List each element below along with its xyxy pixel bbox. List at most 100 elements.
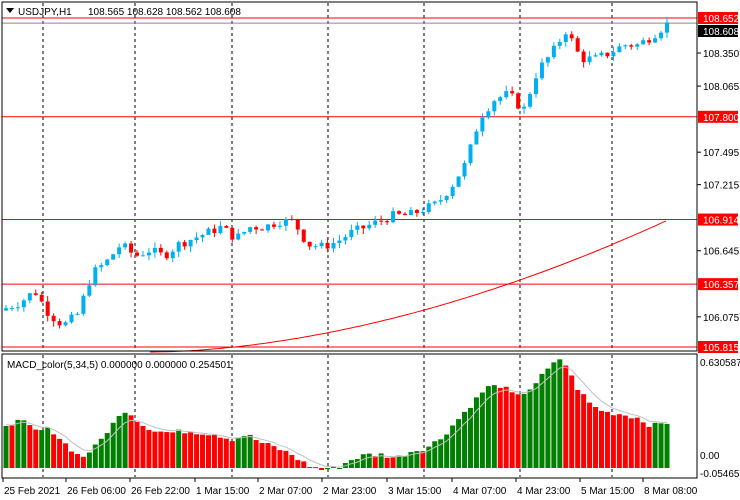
candle — [659, 30, 664, 41]
candle — [474, 129, 479, 145]
macd-bar — [575, 389, 581, 468]
candle — [611, 46, 616, 61]
macd-bar — [473, 397, 479, 468]
candle — [605, 52, 610, 59]
candle — [575, 36, 580, 53]
candle — [158, 244, 163, 256]
macd-bar — [646, 426, 652, 468]
candle — [420, 207, 425, 215]
candle — [367, 221, 372, 231]
candle-body — [486, 111, 491, 118]
candle-body — [325, 242, 330, 249]
macd-bar — [604, 411, 610, 468]
macd-bar — [444, 434, 450, 468]
candle — [164, 250, 169, 261]
macd-bar — [223, 438, 229, 468]
candle — [379, 215, 384, 226]
candle-body — [516, 93, 521, 109]
candle-body — [408, 210, 413, 216]
candle-body — [105, 259, 110, 266]
candle-body — [158, 247, 163, 253]
candle — [212, 224, 217, 238]
macd-bar — [539, 373, 545, 468]
candle-body — [277, 225, 282, 227]
candle-body — [301, 229, 306, 242]
candle-body — [468, 144, 473, 164]
macd-bar — [593, 406, 599, 468]
candle-body — [33, 293, 38, 295]
candle-body — [152, 247, 157, 253]
candle-body — [593, 55, 598, 57]
time-label: 26 Feb 22:00 — [131, 486, 190, 497]
level-price-label: 108.652 — [703, 14, 740, 25]
level-price-label: 106.914 — [703, 216, 740, 227]
price-tick-label: 108.350 — [703, 49, 740, 60]
candle — [623, 44, 628, 50]
time-label: 8 Mar 08:00 — [644, 486, 698, 497]
macd-bar — [86, 452, 92, 468]
level-lines — [2, 17, 697, 348]
candle-body — [623, 45, 628, 47]
candle — [557, 38, 562, 50]
macd-bar — [116, 415, 122, 468]
candle — [39, 292, 44, 303]
candle — [289, 215, 294, 221]
candle-body — [111, 254, 116, 260]
candle — [647, 37, 652, 46]
macd-bar — [408, 452, 414, 468]
collapse-triangle-icon[interactable] — [6, 8, 14, 13]
candle — [266, 223, 271, 233]
candle — [99, 262, 104, 272]
macd-bar — [533, 383, 539, 468]
macd-bar — [271, 446, 277, 468]
candle — [15, 302, 20, 312]
moving-average — [150, 220, 667, 353]
candle — [248, 226, 253, 235]
candle — [545, 56, 550, 67]
grid-lines — [42, 3, 613, 477]
macd-bar — [491, 385, 497, 468]
candle-body — [15, 307, 20, 309]
candle — [641, 37, 646, 45]
candle-body — [57, 321, 62, 326]
candle — [271, 221, 276, 230]
macd-bar — [128, 415, 134, 468]
macd-bar — [319, 468, 325, 471]
macd-zero-label: 0.00 — [700, 451, 720, 462]
time-label: 1 Mar 15:00 — [196, 486, 250, 497]
macd-bar — [104, 433, 110, 468]
candle — [170, 249, 175, 263]
candle — [152, 242, 157, 258]
macd-bar — [390, 457, 396, 468]
candle — [218, 220, 223, 235]
candle — [516, 92, 521, 110]
candle-body — [653, 38, 658, 43]
candle-body — [170, 251, 175, 259]
macd-bar — [80, 456, 86, 468]
candle — [629, 43, 634, 50]
macd-bar — [497, 387, 503, 468]
candle-body — [647, 40, 652, 43]
macd-bar — [277, 450, 283, 468]
macd-bar — [241, 436, 247, 468]
candle — [438, 194, 443, 205]
price-tick-label: 107.215 — [703, 181, 740, 192]
candle-body — [176, 242, 181, 252]
macd-bar — [462, 411, 468, 468]
candle-body — [283, 218, 288, 226]
macd-bar — [140, 425, 146, 468]
macd-bar — [658, 423, 664, 468]
macd-panel-border — [1, 353, 698, 479]
macd-bar — [598, 410, 604, 468]
candle — [486, 108, 491, 120]
macd-bar — [74, 453, 80, 468]
macd-bar — [479, 392, 485, 468]
candle-body — [522, 106, 527, 109]
macd-bar — [402, 456, 408, 468]
candle — [551, 42, 556, 60]
candle-body — [611, 52, 616, 57]
current-price-box — [698, 25, 738, 37]
macd-bar — [122, 412, 128, 468]
macd-bar — [485, 386, 491, 468]
